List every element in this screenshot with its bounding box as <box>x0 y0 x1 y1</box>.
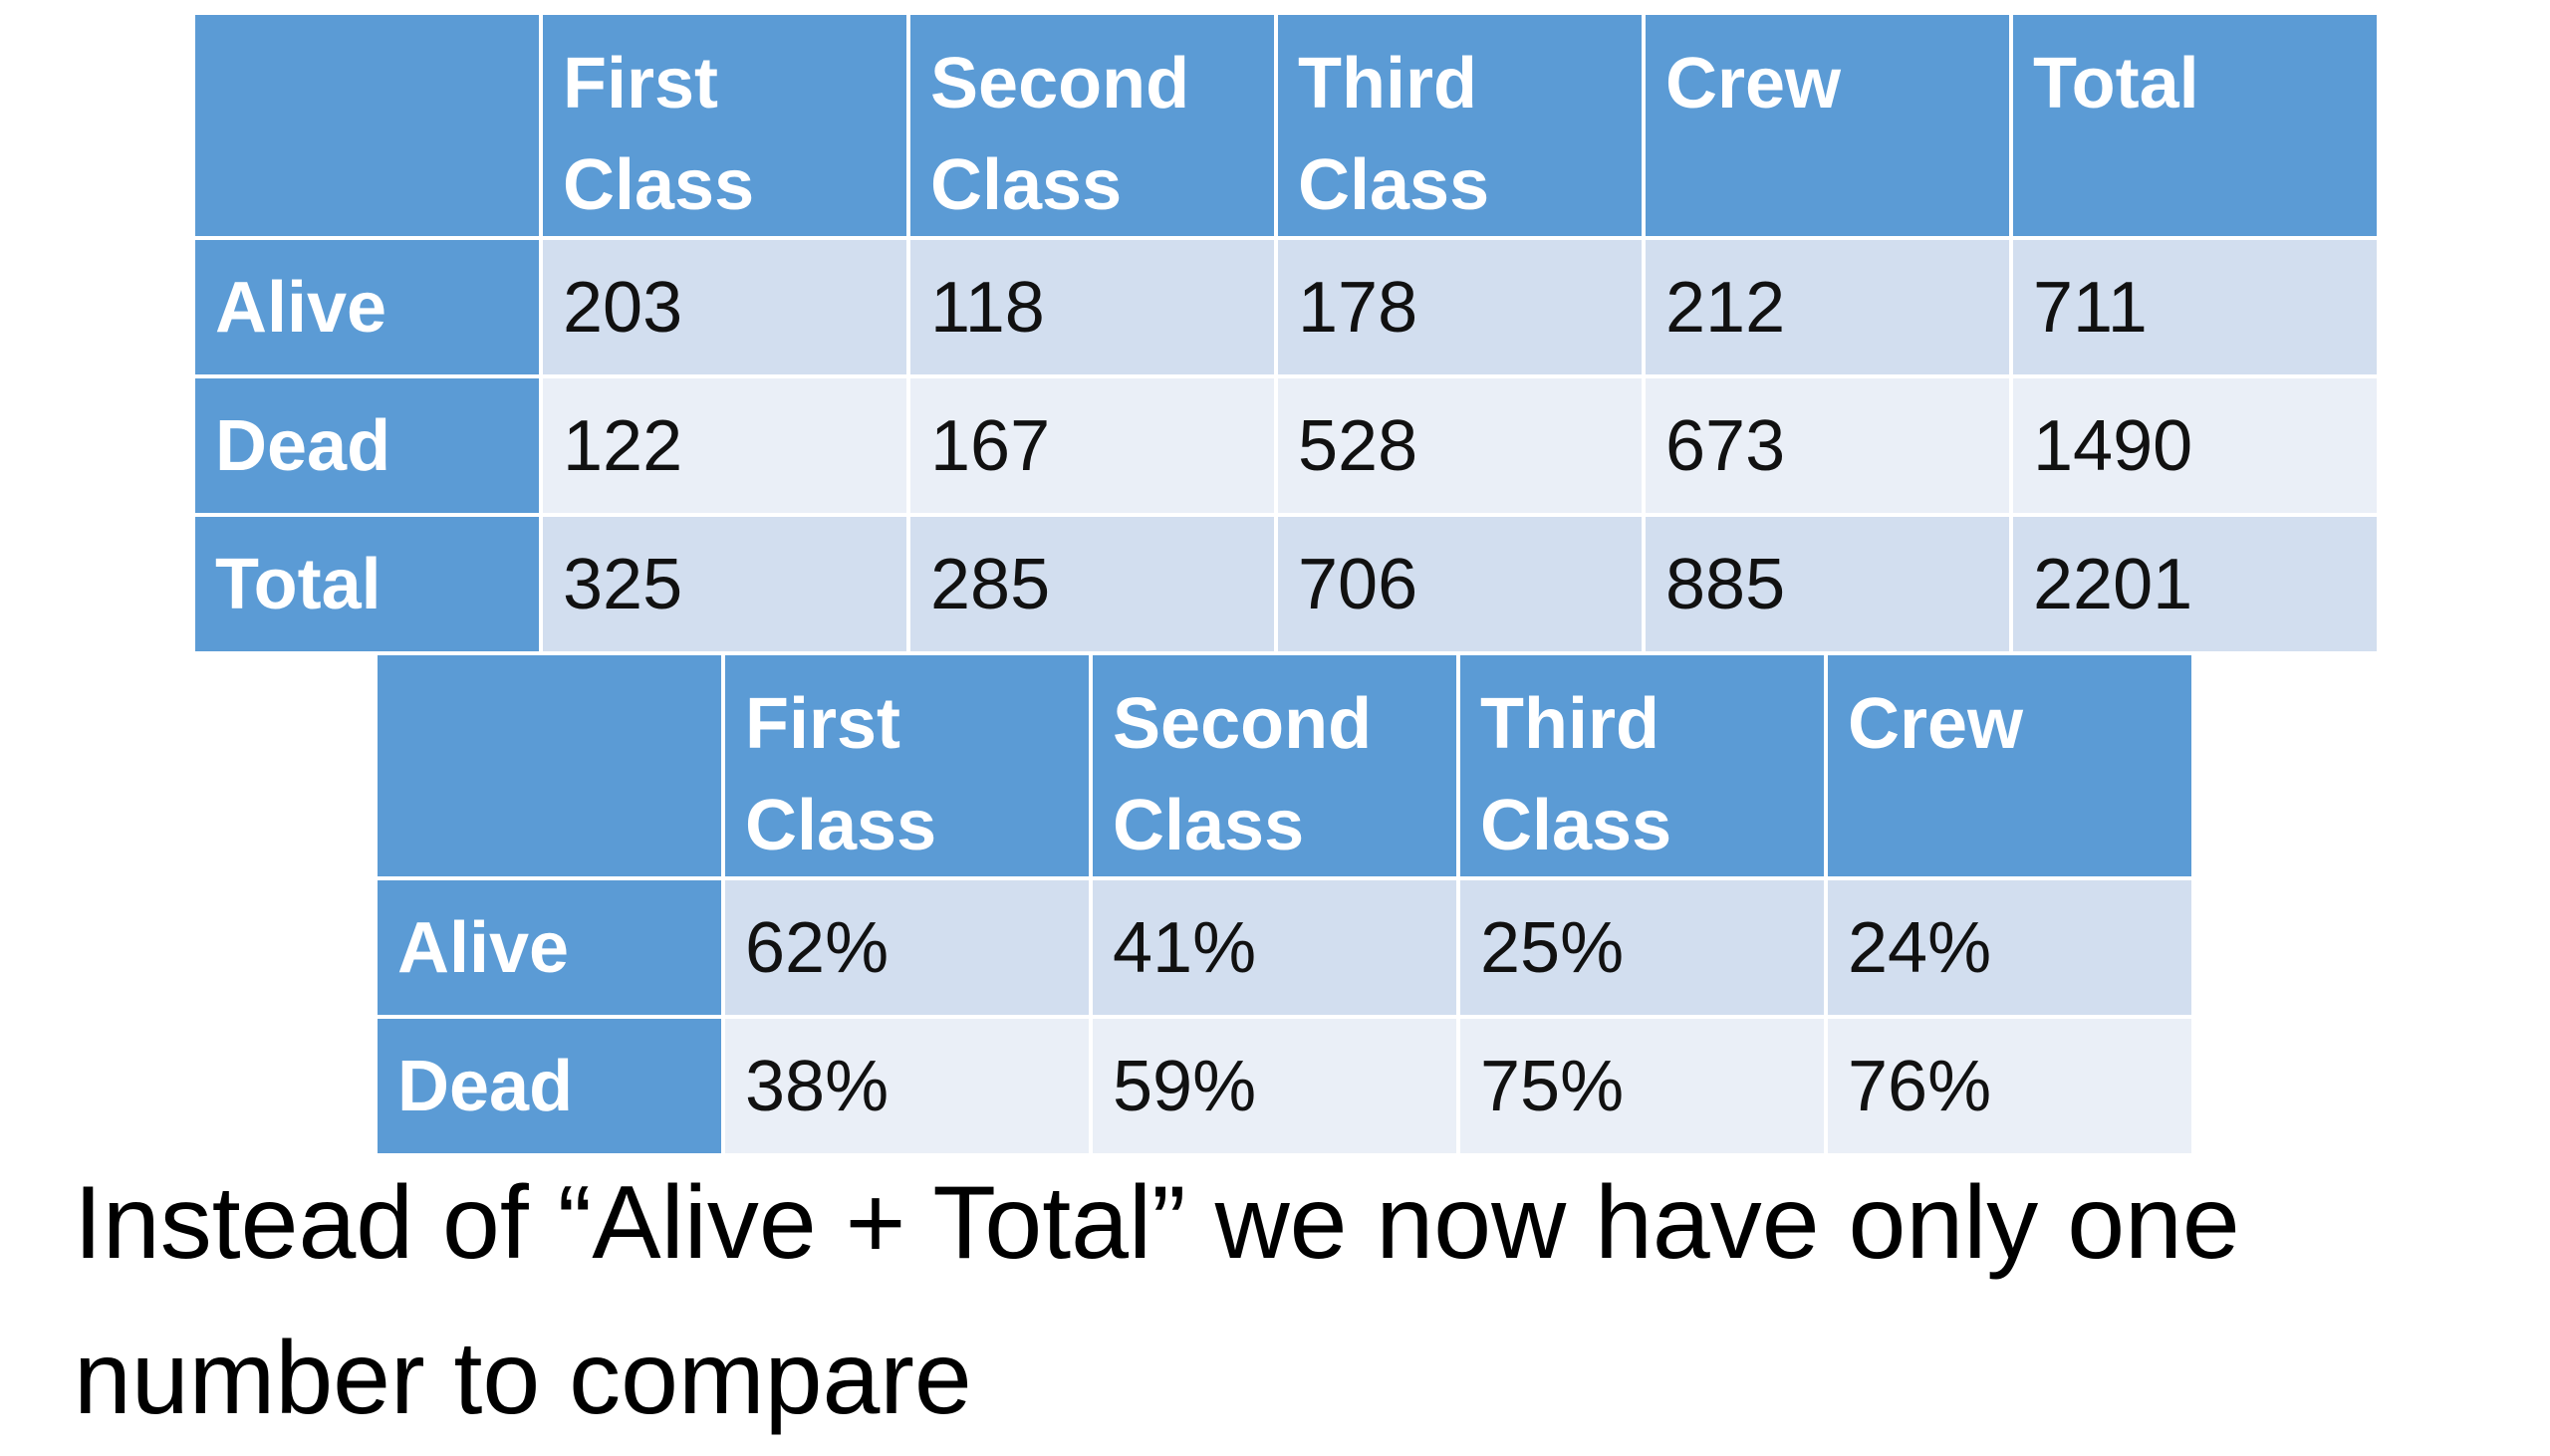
column-header-text: Second Class <box>930 44 1190 225</box>
header-row: First Class Second Class Third Class Crew To… <box>191 11 2381 240</box>
table-cell: 122 <box>539 374 910 517</box>
column-header: Crew <box>1824 651 2195 880</box>
column-header-text: Third Class <box>1298 44 1490 225</box>
table-row: Dead 38% 59% 75% 76% <box>374 1015 2195 1157</box>
table-cell: 528 <box>1274 374 1646 517</box>
table-cell: 75% <box>1456 1015 1828 1157</box>
table-cell: 41% <box>1089 876 1460 1019</box>
table-cell: 325 <box>539 513 910 655</box>
table-cell: 203 <box>539 236 910 378</box>
table-cell: 24% <box>1824 876 2195 1019</box>
table-cell: 62% <box>721 876 1093 1019</box>
column-header: First Class <box>721 651 1093 880</box>
row-header: Alive <box>191 236 543 378</box>
table-cell: 178 <box>1274 236 1646 378</box>
column-header-text: Total <box>2033 44 2199 123</box>
table-cell: 1490 <box>2009 374 2381 517</box>
table-cell: 673 <box>1642 374 2013 517</box>
table-cell: 2201 <box>2009 513 2381 655</box>
table-header: First Class Second Class Third Class Crew <box>374 651 2195 880</box>
table-cell: 711 <box>2009 236 2381 378</box>
table-cell: 706 <box>1274 513 1646 655</box>
table-row: Total 325 285 706 885 2201 <box>191 513 2381 655</box>
row-header: Total <box>191 513 543 655</box>
column-header-text: First Class <box>563 44 755 225</box>
column-header-text: First Class <box>745 684 937 865</box>
column-header: Second Class <box>906 11 1278 240</box>
corner-cell <box>191 11 543 240</box>
row-header: Dead <box>191 374 543 517</box>
column-header: Crew <box>1642 11 2013 240</box>
table-cell: 212 <box>1642 236 2013 378</box>
column-header: Third Class <box>1274 11 1646 240</box>
row-header: Alive <box>374 876 725 1019</box>
counts-table: First Class Second Class Third Class Crew To… <box>191 11 2381 655</box>
column-header: Third Class <box>1456 651 1828 880</box>
table-cell: 118 <box>906 236 1278 378</box>
table-row: Alive 203 118 178 212 711 <box>191 236 2381 378</box>
header-row: First Class Second Class Third Class Crew <box>374 651 2195 880</box>
table-body: Alive 62% 41% 25% 24% Dead 38% 59% 75% 76% <box>374 876 2195 1157</box>
percent-table: First Class Second Class Third Class Crew Al… <box>374 651 2195 1157</box>
column-header: Second Class <box>1089 651 1460 880</box>
table-cell: 59% <box>1089 1015 1460 1157</box>
table-cell: 285 <box>906 513 1278 655</box>
row-header: Dead <box>374 1015 725 1157</box>
column-header-text: Third Class <box>1480 684 1672 865</box>
table-header: First Class Second Class Third Class Crew To… <box>191 11 2381 240</box>
table-body: Alive 203 118 178 212 711 Dead 122 167 528 673 1490… <box>191 236 2381 655</box>
table-cell: 76% <box>1824 1015 2195 1157</box>
caption: Instead of “Alive + Total” we now have o… <box>74 1165 2240 1436</box>
column-header: Total <box>2009 11 2381 240</box>
column-header-text: Crew <box>1665 44 1842 123</box>
column-header: First Class <box>539 11 910 240</box>
table-cell: 167 <box>906 374 1278 517</box>
column-header-text: Second Class <box>1113 684 1373 865</box>
corner-cell <box>374 651 725 880</box>
table-cell: 885 <box>1642 513 2013 655</box>
column-header-text: Crew <box>1848 684 2024 764</box>
table-cell: 38% <box>721 1015 1093 1157</box>
table-row: Dead 122 167 528 673 1490 <box>191 374 2381 517</box>
table-cell: 25% <box>1456 876 1828 1019</box>
table-row: Alive 62% 41% 25% 24% <box>374 876 2195 1019</box>
